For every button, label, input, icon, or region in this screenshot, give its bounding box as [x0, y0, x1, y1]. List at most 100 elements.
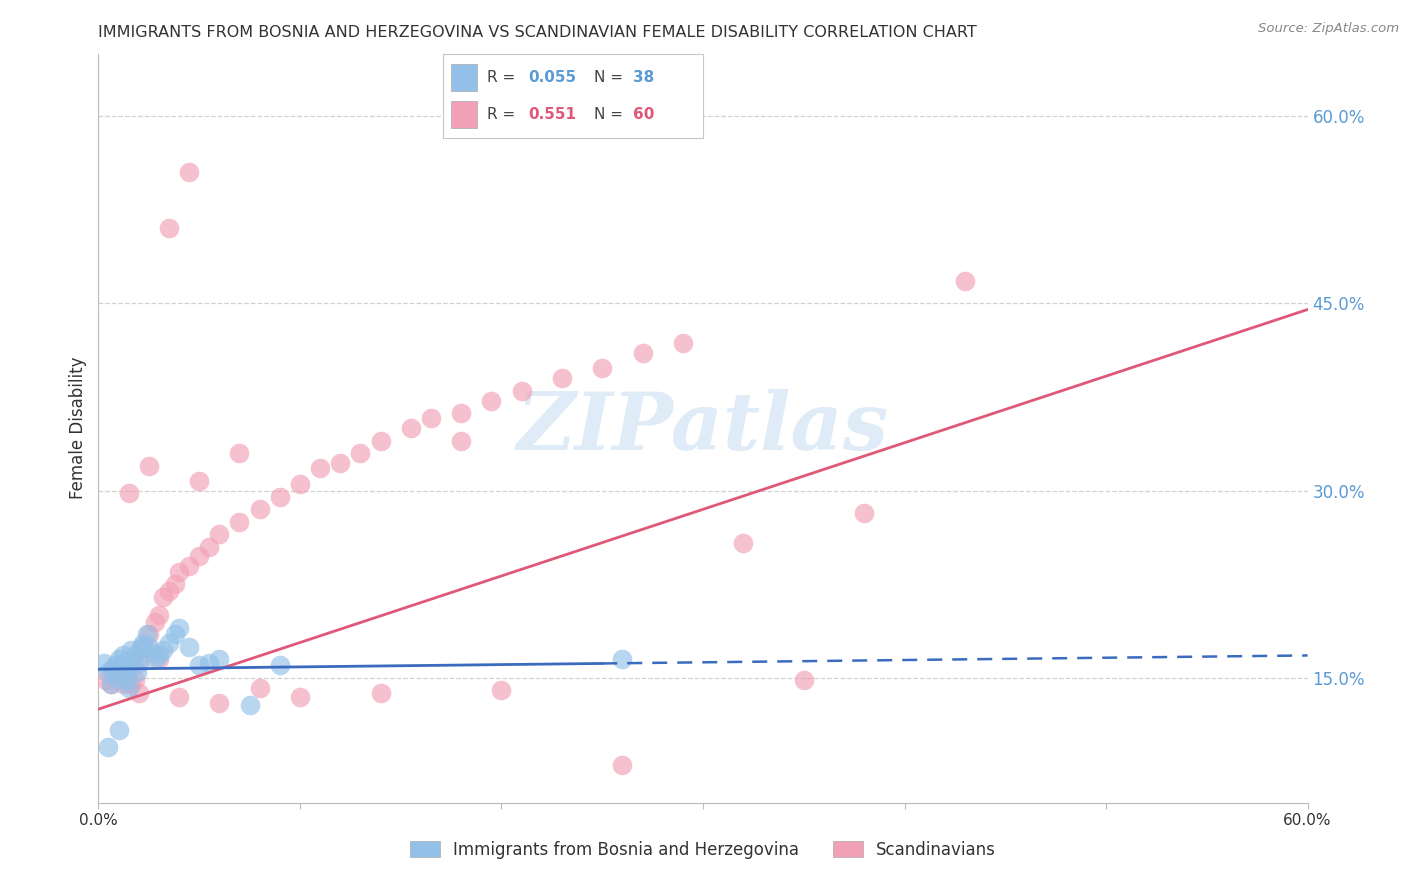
Point — [288, 477, 311, 491]
Point — [120, 643, 142, 657]
Point — [135, 627, 157, 641]
Point — [612, 652, 634, 666]
Point — [733, 536, 755, 550]
Point — [269, 658, 291, 673]
Point — [551, 371, 574, 385]
Point — [107, 661, 129, 675]
Point — [111, 677, 134, 691]
Point — [100, 677, 122, 691]
Point — [148, 608, 170, 623]
Point — [631, 346, 654, 360]
Point — [101, 668, 124, 682]
Point — [138, 640, 160, 654]
Point — [118, 661, 141, 675]
Bar — [451, 63, 477, 91]
Y-axis label: Female Disability: Female Disability — [69, 357, 87, 500]
Point — [128, 686, 150, 700]
Point — [188, 549, 211, 563]
Point — [179, 165, 201, 179]
Point — [121, 652, 143, 666]
Point — [157, 583, 180, 598]
Point — [100, 677, 122, 691]
Point — [953, 274, 976, 288]
Point — [110, 656, 132, 670]
Point — [249, 681, 271, 695]
Point — [349, 446, 371, 460]
Point — [399, 421, 422, 435]
Point — [114, 665, 136, 679]
Point — [157, 221, 180, 235]
Point — [450, 406, 472, 420]
Point — [188, 474, 211, 488]
Point — [188, 658, 211, 673]
Point — [118, 665, 141, 679]
Point — [179, 640, 201, 654]
Point — [481, 393, 503, 408]
Point — [107, 652, 129, 666]
Point — [853, 506, 876, 520]
Point — [105, 665, 128, 679]
Point — [249, 502, 271, 516]
Point — [101, 661, 124, 675]
Text: R =: R = — [486, 70, 520, 85]
Point — [114, 673, 136, 688]
Point — [124, 648, 146, 663]
Text: ZIPatlas: ZIPatlas — [517, 390, 889, 467]
Point — [370, 686, 392, 700]
Point — [672, 336, 695, 351]
Point — [228, 446, 250, 460]
Point — [132, 636, 155, 650]
Point — [167, 621, 190, 635]
Text: IMMIGRANTS FROM BOSNIA AND HERZEGOVINA VS SCANDINAVIAN FEMALE DISABILITY CORRELA: IMMIGRANTS FROM BOSNIA AND HERZEGOVINA V… — [98, 25, 977, 40]
Point — [591, 361, 613, 376]
Bar — [451, 101, 477, 128]
Point — [167, 690, 190, 704]
Point — [269, 490, 291, 504]
Point — [148, 648, 170, 663]
Point — [97, 665, 120, 679]
Point — [208, 696, 231, 710]
Text: 38: 38 — [633, 70, 654, 85]
Point — [208, 527, 231, 541]
Point — [198, 540, 221, 554]
Point — [128, 656, 150, 670]
Point — [143, 652, 166, 666]
Text: R =: R = — [486, 107, 520, 122]
Point — [115, 673, 138, 688]
Point — [198, 656, 221, 670]
Point — [288, 690, 311, 704]
Point — [510, 384, 533, 398]
Point — [118, 681, 141, 695]
Point — [450, 434, 472, 448]
Point — [163, 577, 186, 591]
Point — [120, 677, 142, 691]
Point — [124, 673, 146, 688]
Point — [152, 643, 174, 657]
Point — [612, 758, 634, 772]
Text: N =: N = — [593, 107, 627, 122]
Point — [309, 461, 332, 475]
Point — [167, 565, 190, 579]
Text: 0.055: 0.055 — [529, 70, 576, 85]
Point — [239, 698, 262, 713]
Point — [142, 646, 165, 660]
Point — [125, 665, 148, 679]
Point — [97, 739, 120, 754]
Text: N =: N = — [593, 70, 627, 85]
Point — [118, 486, 141, 500]
Point — [93, 656, 115, 670]
Point — [329, 456, 352, 470]
Point — [208, 652, 231, 666]
Point — [132, 640, 155, 654]
Point — [129, 640, 152, 654]
Point — [103, 658, 125, 673]
Text: 0.551: 0.551 — [529, 107, 576, 122]
Point — [370, 434, 392, 448]
Point — [107, 723, 129, 738]
Point — [179, 558, 201, 573]
Point — [148, 652, 170, 666]
Point — [157, 636, 180, 650]
Point — [163, 627, 186, 641]
Point — [138, 627, 160, 641]
Point — [793, 673, 815, 688]
